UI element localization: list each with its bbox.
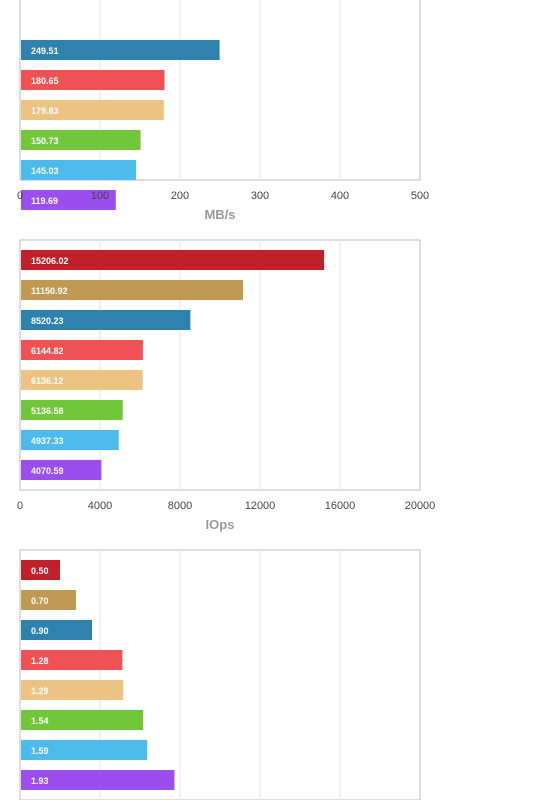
bar	[21, 160, 137, 180]
chart-2: 15206.02 11150.92 8520.23 6144.82 6136.12 513…	[17, 239, 436, 532]
bar-value-label: 150.73	[31, 136, 59, 146]
plot-frame	[19, 239, 421, 491]
bar	[21, 460, 102, 480]
bar-value-label: 0.50	[31, 566, 49, 576]
bar	[21, 590, 76, 610]
bar-value-label: 179.83	[31, 106, 59, 116]
bar	[21, 560, 60, 580]
bar	[21, 770, 175, 790]
x-axis-title: MB/s	[204, 207, 235, 222]
x-tick-label: 400	[331, 190, 349, 202]
bar	[21, 680, 124, 700]
bar-value-label: 0.70	[31, 596, 49, 606]
bar	[21, 620, 92, 640]
bar	[21, 130, 141, 150]
chart-3: 0.50 0.70 0.90 1.28 1.29 1.54 1.59 1.93	[19, 549, 421, 800]
x-tick-label: 300	[251, 190, 269, 202]
x-tick-label: 0	[17, 500, 23, 512]
bar	[21, 250, 325, 270]
x-tick-label: 0	[17, 190, 23, 202]
bar-value-label: 6136.12	[31, 376, 64, 386]
bar-value-label: 5136.58	[31, 406, 64, 416]
bar	[21, 650, 123, 670]
bar-value-label: 1.93	[31, 776, 49, 786]
bar	[21, 430, 119, 450]
bar-value-label: 119.69	[31, 196, 58, 206]
bar-value-label: 8520.23	[31, 316, 64, 326]
bar	[21, 190, 116, 210]
x-tick-label: 16000	[325, 500, 356, 512]
bar	[21, 100, 164, 120]
bar	[21, 400, 123, 420]
bar-value-label: 1.28	[31, 656, 49, 666]
bar-value-label: 11150.92	[31, 286, 68, 296]
bar-value-label: 249.51	[31, 46, 59, 56]
x-axis-title: IOps	[206, 517, 235, 532]
bar-value-label: 1.59	[31, 746, 49, 756]
chart-1: 249.51 180.65 179.83 150.73 145.03 119.69 0 100…	[17, 0, 429, 222]
plot-frame	[19, 549, 421, 800]
bar	[21, 40, 220, 60]
bar-value-label: 4070.59	[31, 466, 64, 476]
bar-value-label: 0.90	[31, 626, 49, 636]
bar-value-label: 6144.82	[31, 346, 64, 356]
x-tick-label: 20000	[405, 500, 436, 512]
bar	[21, 310, 191, 330]
bar	[21, 340, 143, 360]
bar-value-label: 1.54	[31, 716, 49, 726]
x-tick-label: 500	[411, 190, 429, 202]
bar	[21, 70, 165, 90]
bar	[21, 370, 143, 390]
x-tick-label: 200	[171, 190, 189, 202]
x-tick-label: 8000	[168, 500, 192, 512]
x-tick-label: 4000	[88, 500, 112, 512]
bar	[21, 740, 148, 760]
x-tick-label: 100	[91, 190, 109, 202]
bar-value-label: 15206.02	[31, 256, 69, 266]
bar-value-label: 1.29	[31, 686, 49, 696]
x-tick-label: 12000	[245, 500, 276, 512]
bar	[21, 280, 244, 300]
bar-value-label: 4937.33	[31, 436, 64, 446]
bar	[21, 710, 144, 730]
bar-value-label: 180.65	[31, 76, 59, 86]
bar-value-label: 145.03	[31, 166, 59, 176]
